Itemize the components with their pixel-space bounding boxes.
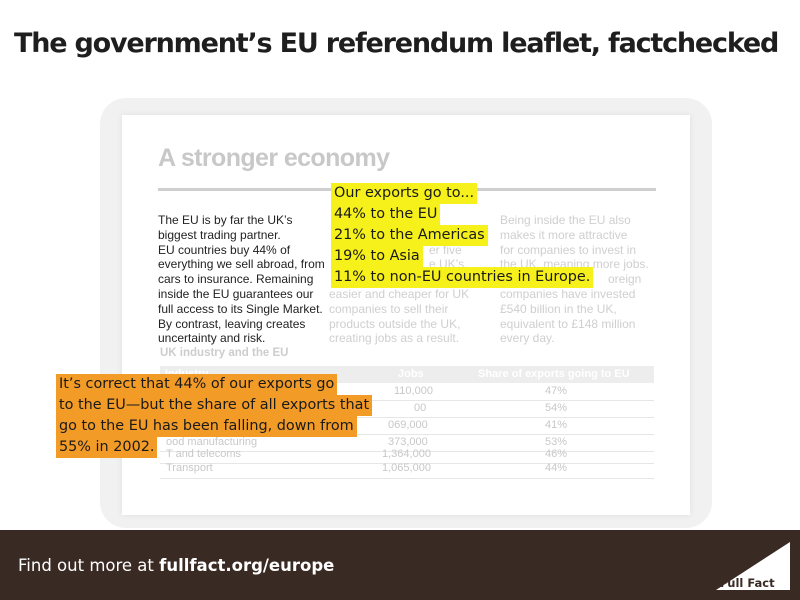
leaflet-column-3: Being inside the EU also makes it more a… <box>500 213 649 346</box>
table-row-divider <box>160 478 654 479</box>
footer-bar <box>0 530 800 600</box>
column-line: makes it more attractive <box>500 227 628 242</box>
column-line: oreign <box>608 272 642 287</box>
column-line: products outside the UK, <box>329 316 461 331</box>
leaflet-title: A stronger economy <box>158 144 390 172</box>
table-row-divider <box>160 417 654 418</box>
column-line: everything we sell abroad, from <box>158 257 325 272</box>
callout-line: 19% to Asia <box>331 246 423 267</box>
table-cell-share: 53% <box>545 436 568 448</box>
column-header-share: Share of exports going to EU <box>478 368 630 380</box>
column-line: EU countries buy 44% of <box>158 242 291 257</box>
column-line: every day. <box>500 331 555 346</box>
logo-text: Full Fact <box>720 576 775 590</box>
page-title: The government’s EU referendum leaflet, … <box>14 28 779 59</box>
column-line: er five <box>429 242 462 257</box>
table-cell-industry: ood manufacturing <box>166 436 258 448</box>
table-heading: UK industry and the EU <box>160 347 289 359</box>
column-line: The EU is by far the UK’s <box>158 213 293 227</box>
table-row-divider <box>160 451 654 452</box>
full-fact-logo: Full Fact <box>716 542 790 590</box>
table-cell-jobs: 1,364,000 <box>382 448 431 460</box>
column-line: Being inside the EU also <box>500 213 631 227</box>
column-line: full access to its Single Market. <box>158 301 323 316</box>
leaflet-page <box>122 115 690 515</box>
table-cell-share: 46% <box>545 448 568 460</box>
footer-link[interactable]: fullfact.org/europe <box>159 556 335 575</box>
column-line: companies to sell their <box>329 301 449 316</box>
callout-line: 21% to the Americas <box>331 225 488 246</box>
column-header-jobs: Jobs <box>398 368 424 380</box>
table-cell-share: 47% <box>545 385 568 397</box>
table-row-divider <box>160 463 654 464</box>
column-line: By contrast, leaving creates <box>158 316 306 331</box>
table-cell-industry: Transport <box>166 462 213 474</box>
table-cell-share: 44% <box>545 462 568 474</box>
table-cell-jobs: 1,065,000 <box>382 462 431 474</box>
footer-text: Find out more at fullfact.org/europe <box>18 556 334 575</box>
column-line: cars to insurance. Remaining <box>158 272 314 287</box>
table-cell-share: 54% <box>545 402 568 414</box>
column-line: equivalent to £148 million <box>500 316 636 331</box>
table-cell-jobs: 00 <box>414 402 427 414</box>
column-line: easier and cheaper for UK <box>329 286 470 301</box>
column-line: companies have invested <box>500 286 636 301</box>
footer-prefix: Find out more at <box>18 556 160 575</box>
factcheck-callout: It’s correct that 44% of our exports go … <box>56 374 373 458</box>
table-cell-share: 41% <box>545 419 568 431</box>
table-cell-jobs: 373,000 <box>388 436 428 448</box>
callout-line: to the EU—but the share of all exports t… <box>56 395 373 416</box>
callout-line: Our exports go to... <box>331 183 478 204</box>
column-line: for companies to invest in <box>500 242 637 257</box>
column-line: inside the EU guarantees our <box>158 286 314 301</box>
table-cell-jobs: 069,000 <box>388 419 428 431</box>
column-line: £540 billion in the UK, <box>500 301 617 316</box>
leaflet-column-1: The EU is by far the UK’s biggest tradin… <box>158 213 325 346</box>
column-line: biggest trading partner. <box>158 227 281 242</box>
table-row-divider <box>160 400 654 401</box>
callout-line: It’s correct that 44% of our exports go <box>56 374 338 395</box>
exports-callout: Our exports go to... 44% to the EU 21% t… <box>331 183 594 288</box>
callout-line: 11% to non-EU countries in Europe. <box>331 267 594 288</box>
table-cell-industry: T and telecoms <box>166 448 242 460</box>
column-line: creating jobs as a result. <box>329 331 460 346</box>
callout-line: go to the EU has been falling, down from <box>56 416 357 437</box>
table-cell-jobs: 110,000 <box>394 385 433 397</box>
column-line: uncertainty and risk. <box>158 331 266 346</box>
callout-line: 55% in 2002. <box>56 437 158 458</box>
table-row-divider <box>160 434 654 435</box>
callout-line: 44% to the EU <box>331 204 441 225</box>
